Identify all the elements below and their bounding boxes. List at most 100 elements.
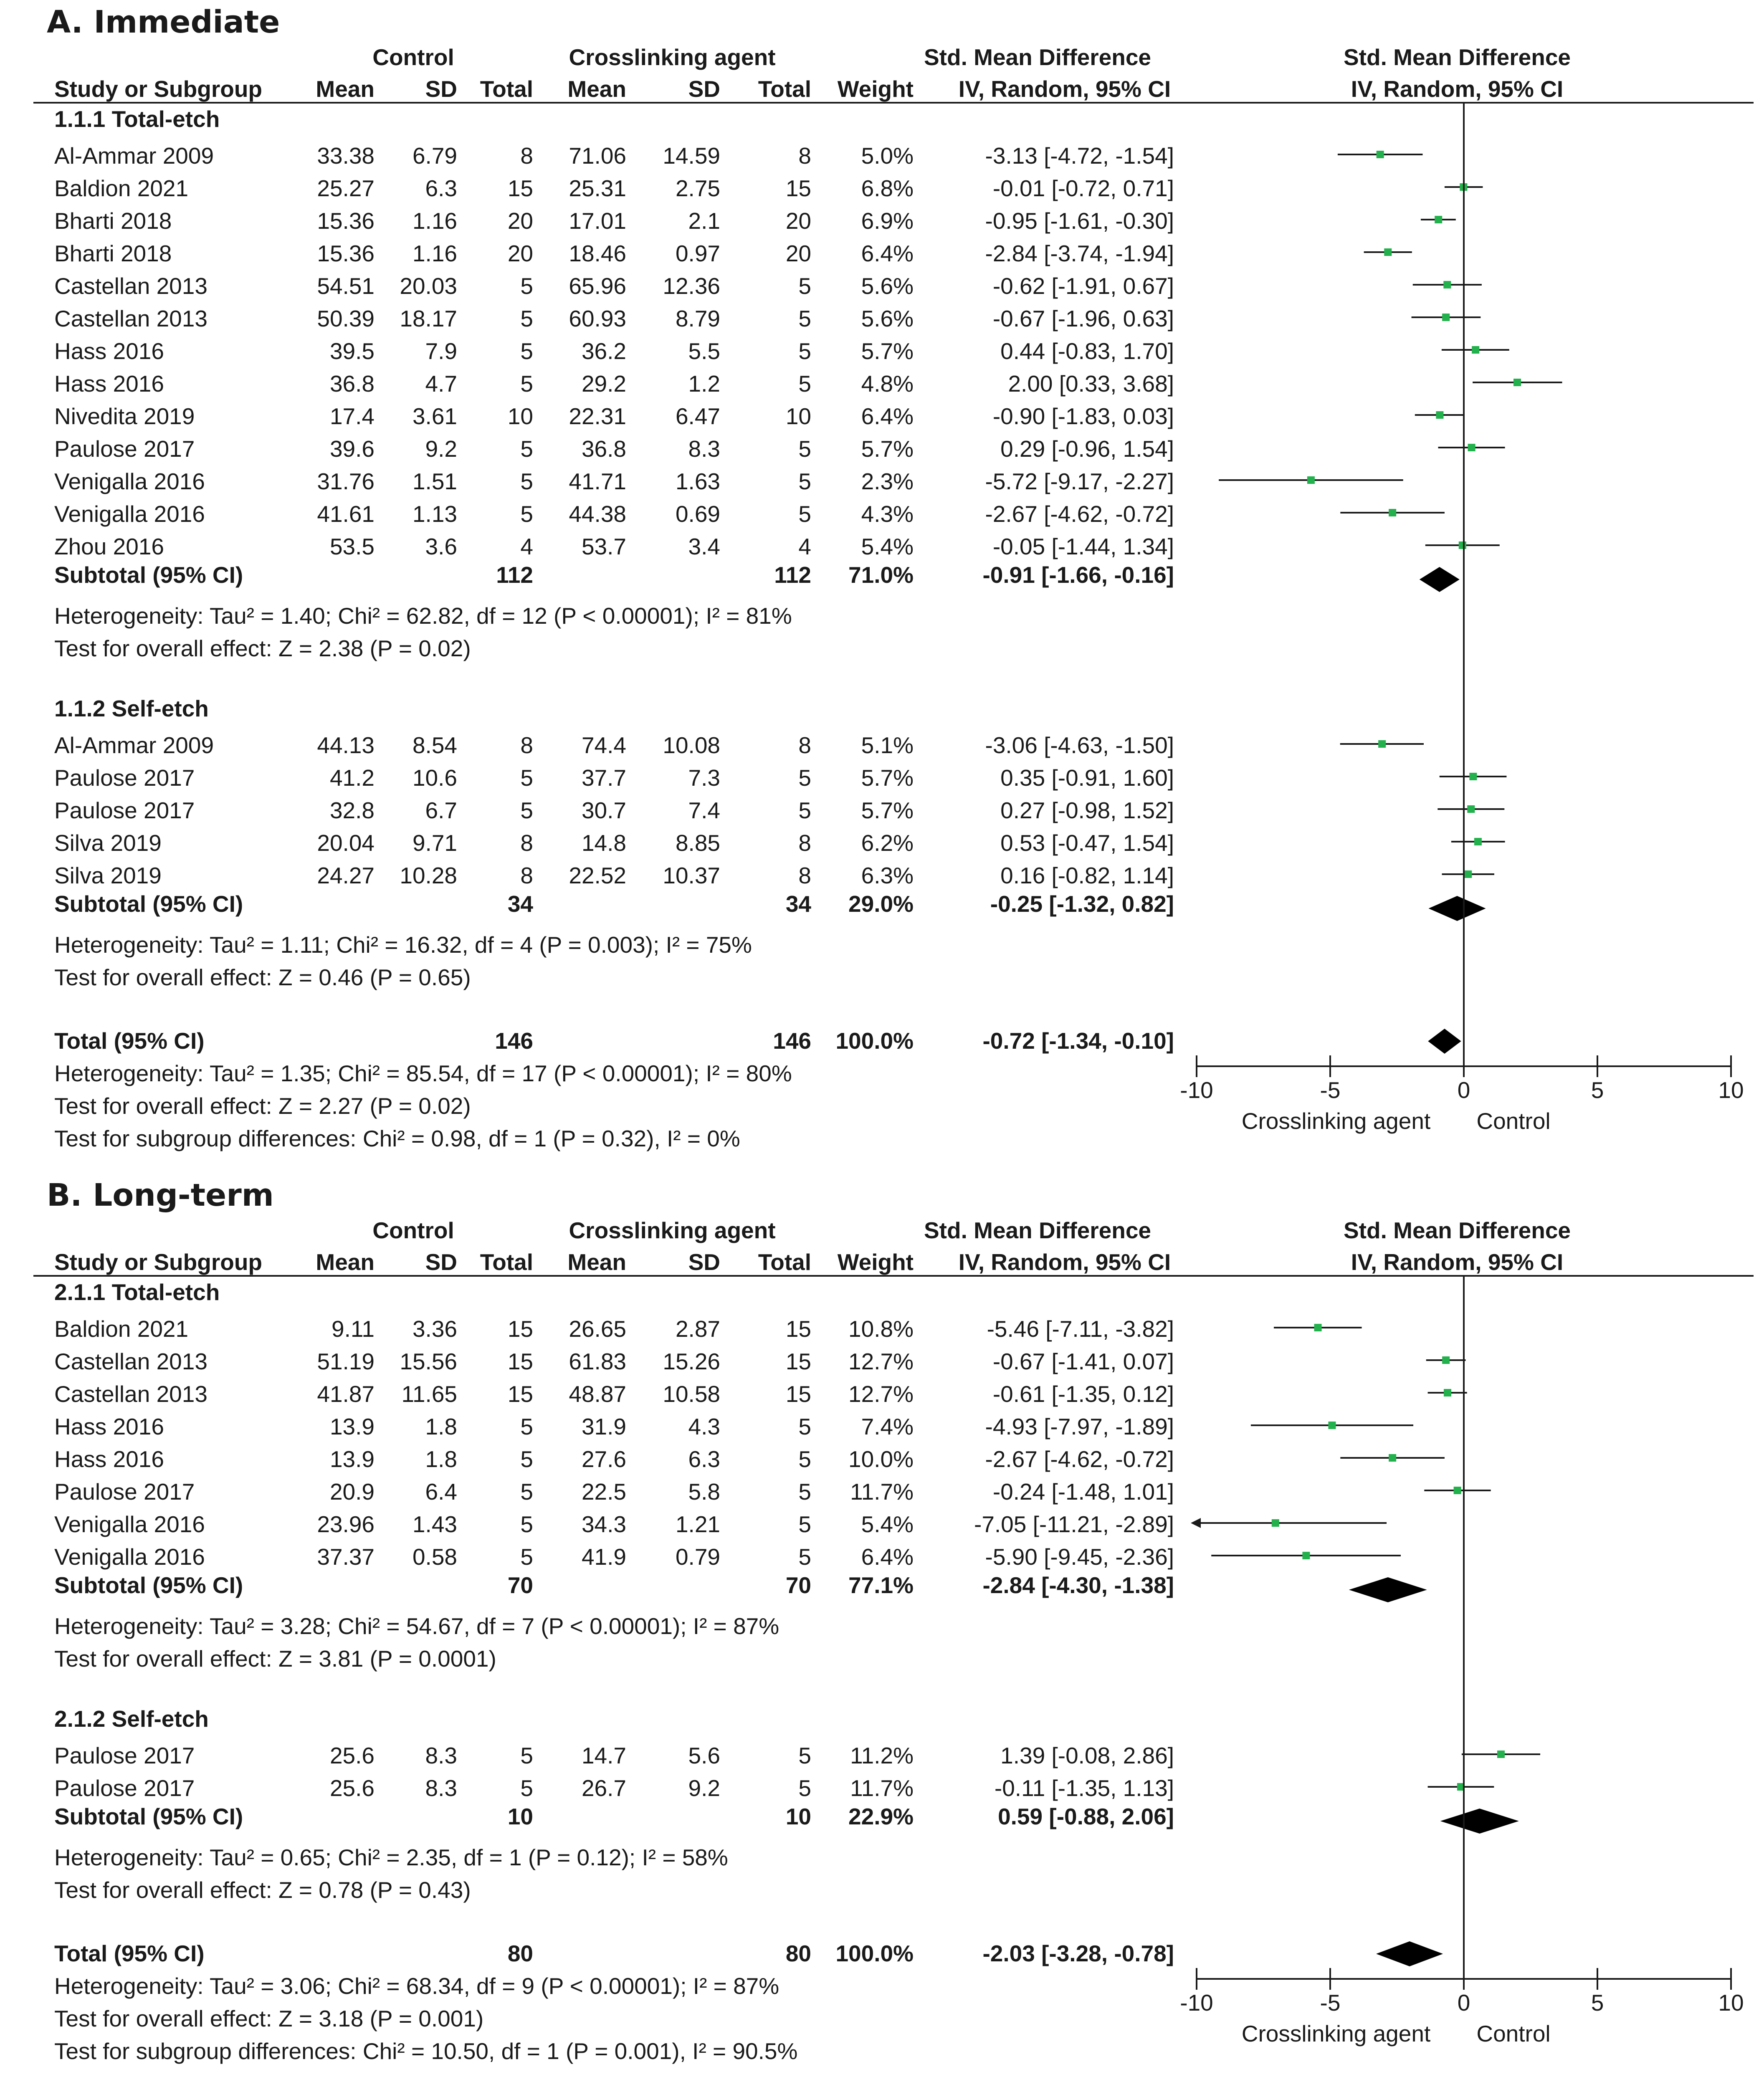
x-label-right: Control	[1476, 1108, 1551, 1134]
point-estimate	[1453, 1487, 1461, 1494]
subtotal-ci: -0.25 [-1.32, 0.82]	[990, 891, 1174, 917]
study-treatment-mean: 17.01	[569, 208, 626, 234]
study-control-n: 5	[520, 371, 533, 397]
study-control-n: 5	[520, 273, 533, 299]
total-weight: 100.0%	[835, 1028, 914, 1054]
study-name: Silva 2019	[54, 830, 162, 856]
study-weight: 11.7%	[850, 1479, 914, 1505]
study-treatment-mean: 65.96	[569, 273, 626, 299]
subtotal-weight: 29.0%	[848, 891, 914, 917]
study-ci: -2.67 [-4.62, -0.72]	[985, 1446, 1174, 1472]
study-ci: 0.53 [-0.47, 1.54]	[1000, 830, 1174, 856]
total-heterogeneity-text: Heterogeneity: Tau² = 3.06; Chi² = 68.34…	[54, 1973, 780, 1999]
study-control-n: 8	[520, 863, 533, 888]
study-treatment-n: 8	[798, 830, 811, 856]
study-weight: 6.4%	[861, 1544, 914, 1570]
header-weight: Weight	[837, 76, 914, 102]
total-ci: -2.03 [-3.28, -0.78]	[982, 1940, 1174, 1966]
total-diamond	[1428, 1029, 1461, 1054]
total-overall-effect-text: Test for overall effect: Z = 2.27 (P = 0…	[54, 1093, 471, 1119]
x-tick-label: 10	[1718, 1077, 1744, 1103]
study-treatment-mean: 25.31	[569, 175, 626, 201]
study-treatment-mean: 36.8	[581, 436, 626, 462]
study-treatment-sd: 10.58	[663, 1381, 720, 1407]
header-study: Study or Subgroup	[54, 1249, 263, 1275]
study-weight: 11.7%	[850, 1775, 914, 1801]
study-control-sd: 9.71	[412, 830, 457, 856]
total-overall-effect-text: Test for overall effect: Z = 3.18 (P = 0…	[54, 2006, 484, 2031]
study-control-n: 8	[520, 830, 533, 856]
x-tick-label: 0	[1457, 1077, 1470, 1103]
total-control-n: 80	[507, 1940, 533, 1966]
header-smd: Std. Mean Difference	[924, 44, 1152, 70]
subgroup-label: 2.1.1 Total-etch	[54, 1279, 220, 1305]
study-treatment-mean: 22.5	[581, 1479, 626, 1505]
subtotal-diamond	[1440, 1809, 1519, 1834]
study-treatment-sd: 7.3	[688, 765, 720, 791]
subgroup-label: 1.1.2 Self-etch	[54, 696, 209, 721]
subtotal-diamond	[1419, 567, 1460, 592]
study-treatment-sd: 6.3	[688, 1446, 720, 1472]
study-control-mean: 32.8	[329, 797, 375, 823]
study-treatment-sd: 8.85	[675, 830, 720, 856]
study-treatment-n: 5	[798, 1446, 811, 1472]
subtotal-weight: 22.9%	[848, 1804, 914, 1829]
study-ci: -0.01 [-0.72, 0.71]	[992, 175, 1174, 201]
study-weight: 11.2%	[850, 1743, 914, 1768]
study-ci: 0.16 [-0.82, 1.14]	[1000, 863, 1174, 888]
heterogeneity-text: Heterogeneity: Tau² = 1.40; Chi² = 62.82…	[54, 603, 792, 629]
study-ci: -0.95 [-1.61, -0.30]	[985, 208, 1174, 234]
study-ci: -0.67 [-1.41, 0.07]	[992, 1348, 1174, 1374]
study-control-mean: 39.5	[329, 338, 375, 364]
study-control-n: 5	[520, 1544, 533, 1570]
study-control-mean: 13.9	[329, 1414, 375, 1439]
study-treatment-sd: 5.8	[688, 1479, 720, 1505]
study-treatment-mean: 41.71	[569, 468, 626, 494]
study-control-n: 20	[507, 208, 533, 234]
overall-effect-text: Test for overall effect: Z = 0.46 (P = 0…	[54, 964, 471, 990]
study-control-mean: 41.87	[317, 1381, 375, 1407]
study-treatment-sd: 10.08	[663, 732, 720, 758]
x-label-right: Control	[1476, 2021, 1551, 2047]
study-control-mean: 39.6	[329, 436, 375, 462]
panel-title: B. Long-term	[47, 1177, 274, 1213]
forest-plot-svg	[1196, 104, 1732, 1077]
study-control-sd: 1.13	[412, 501, 457, 527]
point-estimate	[1389, 1454, 1397, 1462]
study-treatment-n: 20	[785, 240, 811, 266]
study-control-mean: 24.27	[317, 863, 375, 888]
x-tick-label: 0	[1457, 1990, 1470, 2016]
heterogeneity-text: Heterogeneity: Tau² = 1.11; Chi² = 16.32…	[54, 932, 752, 958]
study-ci: 1.39 [-0.08, 2.86]	[1000, 1743, 1174, 1768]
study-treatment-n: 15	[785, 1348, 811, 1374]
x-label-left: Crosslinking agent	[1241, 1108, 1431, 1134]
study-name: Paulose 2017	[54, 797, 195, 823]
study-treatment-mean: 53.7	[581, 534, 626, 559]
study-ci: -3.06 [-4.63, -1.50]	[985, 732, 1174, 758]
study-treatment-sd: 8.79	[675, 306, 720, 331]
study-control-n: 5	[520, 1775, 533, 1801]
header-rule	[33, 102, 1754, 104]
header-sd-control: SD	[425, 76, 457, 102]
study-treatment-mean: 48.87	[569, 1381, 626, 1407]
study-treatment-mean: 22.52	[569, 863, 626, 888]
study-control-sd: 0.58	[412, 1544, 457, 1570]
study-treatment-mean: 26.65	[569, 1316, 626, 1342]
study-treatment-n: 5	[798, 1775, 811, 1801]
study-treatment-n: 10	[785, 403, 811, 429]
study-weight: 5.4%	[861, 1511, 914, 1537]
study-ci: -0.61 [-1.35, 0.12]	[992, 1381, 1174, 1407]
study-ci: -4.93 [-7.97, -1.89]	[985, 1414, 1174, 1439]
subtotal-control-n: 10	[507, 1804, 533, 1829]
study-control-n: 5	[520, 1511, 533, 1537]
study-ci: -5.90 [-9.45, -2.36]	[985, 1544, 1174, 1570]
study-weight: 5.7%	[861, 797, 914, 823]
study-weight: 5.6%	[861, 306, 914, 331]
study-control-sd: 1.8	[425, 1446, 457, 1472]
study-name: Venigalla 2016	[54, 468, 205, 494]
header-control: Control	[372, 1217, 454, 1243]
study-ci: -7.05 [-11.21, -2.89]	[974, 1511, 1174, 1537]
study-control-n: 5	[520, 765, 533, 791]
x-tick-label: -10	[1180, 1077, 1213, 1103]
